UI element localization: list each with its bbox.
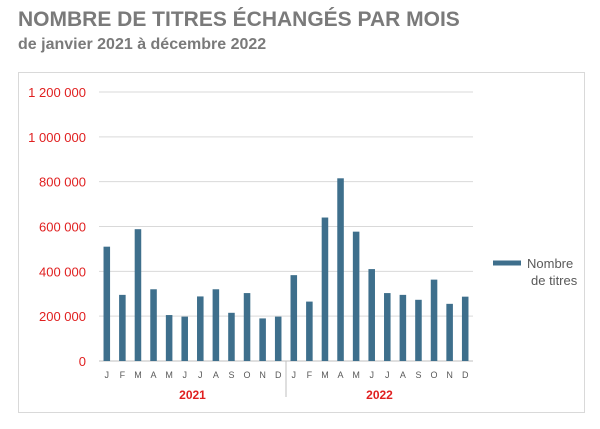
bar	[384, 293, 391, 361]
y-tick-label: 600 000	[39, 220, 86, 235]
group-label: 2022	[366, 388, 393, 402]
bar-chart: 0 200 000 400 000 600 000 800 000 1 000 000 1 …	[28, 85, 578, 402]
x-tick-label: N	[446, 370, 453, 380]
y-tick-label: 400 000	[39, 264, 86, 279]
bar	[243, 293, 251, 361]
x-tick-label: J	[369, 370, 374, 380]
x-tick-label: F	[307, 370, 313, 380]
bar	[181, 316, 188, 361]
x-tick-label: S	[228, 370, 234, 380]
x-tick-label: M	[352, 370, 360, 380]
bar	[274, 316, 282, 361]
x-tick-label: D	[462, 370, 469, 380]
x-tick-label: S	[415, 370, 421, 380]
x-tick-label: A	[213, 370, 219, 380]
bar	[352, 231, 360, 361]
bar	[197, 296, 204, 361]
x-tick-label: M	[134, 370, 142, 380]
x-tick-label: N	[259, 370, 266, 380]
group-label: 2021	[179, 388, 206, 402]
bar	[212, 289, 220, 361]
bar	[321, 217, 329, 361]
x-tick-label: A	[151, 370, 157, 380]
y-tick-label: 0	[79, 354, 86, 369]
bar	[119, 294, 126, 361]
y-tick-label: 800 000	[39, 175, 86, 190]
x-tick-label: A	[400, 370, 406, 380]
x-tick-label: O	[244, 370, 251, 380]
x-tick-label: M	[321, 370, 329, 380]
bar	[399, 294, 407, 361]
y-tick-label: 1 000 000	[28, 130, 86, 145]
x-tick-label: J	[198, 370, 203, 380]
legend-label: Nombre de titres	[527, 256, 578, 288]
x-tick-label: J	[182, 370, 187, 380]
y-tick-label: 200 000	[39, 309, 86, 324]
bar	[368, 269, 375, 361]
bar	[430, 279, 438, 361]
bar	[134, 229, 142, 361]
bar	[290, 275, 298, 361]
x-tick-label: A	[338, 370, 344, 380]
chart-area: 0 200 000 400 000 600 000 800 000 1 000 000 1 …	[18, 72, 585, 413]
page-title: NOMBRE DE TITRES ÉCHANGÉS PAR MOIS	[18, 8, 460, 31]
x-tick-label: J	[105, 370, 110, 380]
y-tick-label: 1 200 000	[28, 85, 86, 100]
bar	[259, 318, 266, 361]
x-tick-label: M	[165, 370, 173, 380]
x-tick-label: J	[292, 370, 297, 380]
bar	[228, 312, 235, 361]
bar	[306, 301, 313, 361]
bar	[446, 303, 453, 361]
x-tick-label: J	[385, 370, 390, 380]
bar	[461, 296, 469, 361]
page-subtitle: de janvier 2021 à décembre 2022	[18, 36, 267, 53]
bar	[337, 178, 344, 361]
x-tick-label: F	[120, 370, 126, 380]
bar	[415, 299, 422, 361]
bar	[165, 315, 173, 361]
bar	[103, 246, 111, 361]
x-tick-label: D	[275, 370, 282, 380]
x-tick-label: O	[431, 370, 438, 380]
bar	[150, 289, 157, 361]
